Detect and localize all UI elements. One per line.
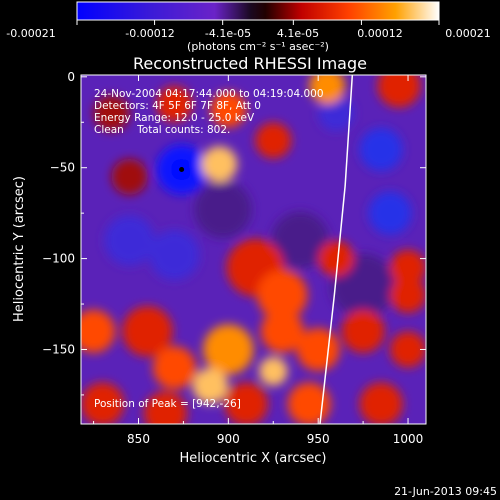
colorbar-unit-label: (photons cm⁻² s⁻¹ asec⁻²): [187, 40, 329, 53]
heatmap-blob: [149, 229, 200, 281]
heatmap-blob: [318, 240, 355, 277]
heatmap-blob: [203, 324, 254, 375]
heatmap-blob: [390, 276, 426, 313]
heatmap-blob: [377, 75, 421, 108]
y-tick-label: −100: [42, 252, 75, 266]
heatmap-area: [81, 75, 426, 424]
x-tick-labels: 850 900 950 1000: [127, 432, 423, 446]
chart-title: Reconstructed RHESSI Image: [133, 54, 367, 73]
plot-frame: [80, 74, 427, 425]
heatmap-blob: [81, 309, 116, 353]
heatmap-blob: [111, 158, 148, 195]
colorbar-ticks: [76, 20, 440, 25]
annotation-counts: Clean Total counts: 802.: [94, 124, 230, 136]
heatmap-blob: [359, 382, 403, 424]
colorbar-tick-label: 0.00021: [445, 27, 491, 40]
heatmap-blob: [255, 122, 292, 159]
heatmap-blob: [201, 146, 238, 183]
heatmap-blob: [341, 309, 385, 353]
y-tick-labels: 0 −50 −100 −150: [42, 70, 75, 357]
colorbar-tick-label: -0.00021: [6, 27, 55, 40]
colorbar-tick-label: 0.00012: [357, 27, 403, 40]
y-tick-label: 0: [67, 70, 75, 84]
heatmap-blob: [194, 180, 252, 239]
annotation-time-range: 24-Nov-2004 04:17:44.000 to 04:19:04.000: [94, 88, 324, 100]
heatmap-blob: [287, 382, 331, 424]
x-axis-label: Heliocentric X (arcsec): [180, 451, 327, 466]
heatmap-blobs: [81, 75, 426, 424]
annotation-block: 24-Nov-2004 04:17:44.000 to 04:19:04.000…: [94, 88, 324, 410]
heatmap-blob: [122, 306, 173, 357]
colorbar-tick-label: 4.1e-05: [277, 27, 319, 40]
heatmap-blob: [81, 382, 125, 424]
y-tick-label: −50: [50, 161, 75, 175]
heatmap-blob: [192, 367, 229, 404]
heatmap-blob: [271, 211, 329, 270]
x-tick-label: 900: [217, 432, 240, 446]
heatmap-blob: [257, 269, 308, 321]
heatmap-blob: [359, 127, 403, 172]
x-tick-label: 950: [307, 432, 330, 446]
heatmap-blob: [210, 91, 247, 128]
peak-marker: [179, 167, 185, 173]
axis-ticks: [81, 75, 426, 424]
heatmap-blob: [318, 95, 355, 132]
heatmap-blob: [93, 95, 130, 132]
footer-date: 21-Jun-2013 09:45: [394, 485, 497, 498]
solar-limb-curve: [319, 75, 354, 424]
x-tick-label: 1000: [393, 432, 424, 446]
colorbar-scale: [76, 1, 440, 21]
heatmap-blob: [309, 75, 346, 104]
heatmap-blob: [152, 346, 196, 390]
heatmap-blob: [260, 309, 304, 353]
heatmap-blob: [258, 356, 288, 386]
x-tick-label: 850: [127, 432, 150, 446]
heatmap-blob: [390, 249, 426, 286]
heatmap-blob: [296, 327, 340, 372]
heatmap-blob: [390, 331, 426, 368]
heatmap-blob: [156, 86, 193, 123]
annotation-detectors: Detectors: 4F 5F 6F 7F 8F, Att 0: [94, 100, 261, 112]
colorbar-tick-label: -4.1e-05: [205, 27, 251, 40]
heatmap-blob: [143, 391, 188, 424]
annotation-peak-position: Position of Peak = [942,-26]: [94, 398, 241, 410]
colorbar: -0.00021 -0.00012 -4.1e-05 4.1e-05 0.000…: [6, 1, 491, 53]
heatmap-blob: [104, 215, 155, 266]
y-tick-label: −150: [42, 342, 75, 356]
heatmap-blob: [368, 191, 412, 235]
annotation-energy-range: Energy Range: 12.0 - 25.0 keV: [94, 112, 255, 124]
colorbar-tick-label: -0.00012: [125, 27, 174, 40]
heatmap-blob: [224, 382, 268, 424]
y-axis-label: Heliocentric Y (arcsec): [12, 176, 27, 322]
